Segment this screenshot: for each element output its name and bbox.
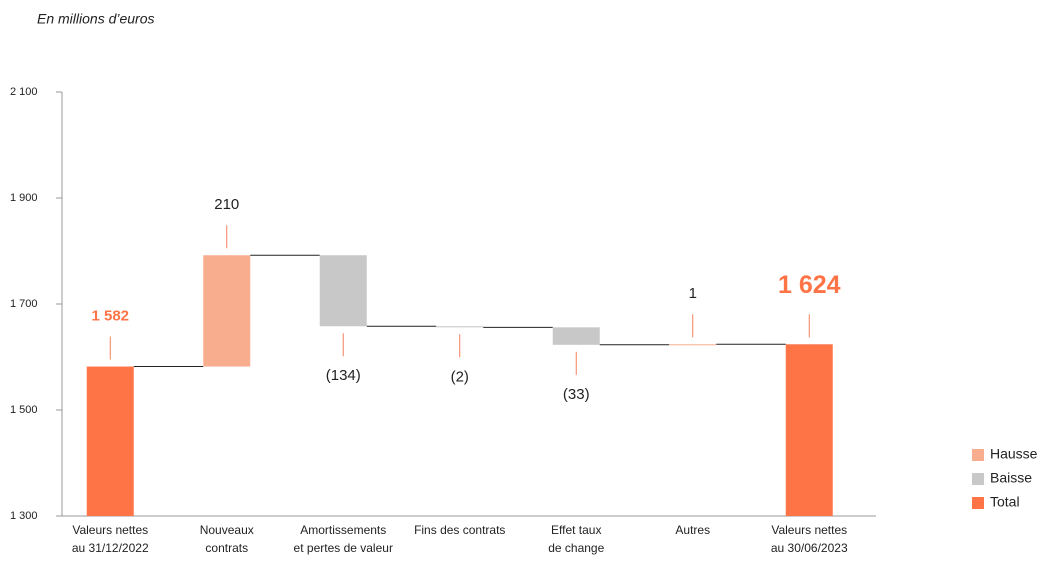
- y-tick-label: 1 300: [10, 510, 38, 522]
- x-tick-label-line: contrats: [205, 541, 248, 555]
- y-tick-label: 1 700: [10, 298, 38, 310]
- x-tick-label-line: Fins des contrats: [414, 523, 505, 537]
- x-tick-label: Valeurs nettes au 31/12/2022: [72, 523, 149, 555]
- x-tick-label-line: et pertes de valeur: [294, 541, 393, 555]
- x-tick-label-line: Valeurs nettes: [771, 523, 847, 537]
- bar: [669, 344, 717, 346]
- legend-swatch: [972, 497, 984, 509]
- bar: [785, 344, 833, 516]
- legend-swatch: [972, 473, 984, 485]
- x-tick-label-line: de change: [548, 541, 604, 555]
- value-label: (33): [563, 386, 590, 403]
- value-label: (2): [451, 368, 469, 385]
- legend-label: Baisse: [990, 470, 1032, 486]
- y-tick-label: 1 900: [10, 192, 38, 204]
- x-tick-label-line: Effet taux: [551, 523, 601, 537]
- legend-swatch: [972, 449, 984, 461]
- x-tick-label-line: Amortissements: [300, 523, 386, 537]
- x-tick-label-line: au 30/06/2023: [771, 541, 848, 555]
- value-label: 210: [214, 196, 239, 213]
- x-tick-label: Fins des contrats: [414, 523, 505, 537]
- value-label: 1: [689, 285, 697, 302]
- y-tick-label: 2 100: [10, 86, 38, 98]
- x-tick-label-line: Nouveaux: [200, 523, 254, 537]
- value-label: 1 624: [778, 271, 841, 299]
- x-tick-label-line: Autres: [675, 523, 710, 537]
- x-tick-label: Amortissements et pertes de valeur: [294, 523, 393, 555]
- x-tick-label: Effet taux de change: [548, 523, 604, 555]
- x-tick-label-line: Valeurs nettes: [72, 523, 148, 537]
- value-label: 1 582: [91, 308, 129, 325]
- x-tick-label-line: au 31/12/2022: [72, 541, 149, 555]
- bar: [436, 326, 484, 328]
- value-label: (134): [326, 367, 361, 384]
- bar: [319, 255, 367, 327]
- x-tick-label: Autres: [675, 523, 710, 537]
- x-tick-label: Valeurs nettes au 30/06/2023: [771, 523, 848, 555]
- bar: [86, 366, 134, 516]
- chart-subtitle: En millions d’euros: [37, 11, 155, 27]
- y-tick-label: 1 500: [10, 404, 38, 416]
- legend-label: Hausse: [990, 446, 1038, 462]
- x-tick-label: Nouveaux contrats: [200, 523, 254, 555]
- bar: [203, 255, 251, 367]
- bar: [552, 327, 600, 345]
- legend-label: Total: [990, 494, 1020, 510]
